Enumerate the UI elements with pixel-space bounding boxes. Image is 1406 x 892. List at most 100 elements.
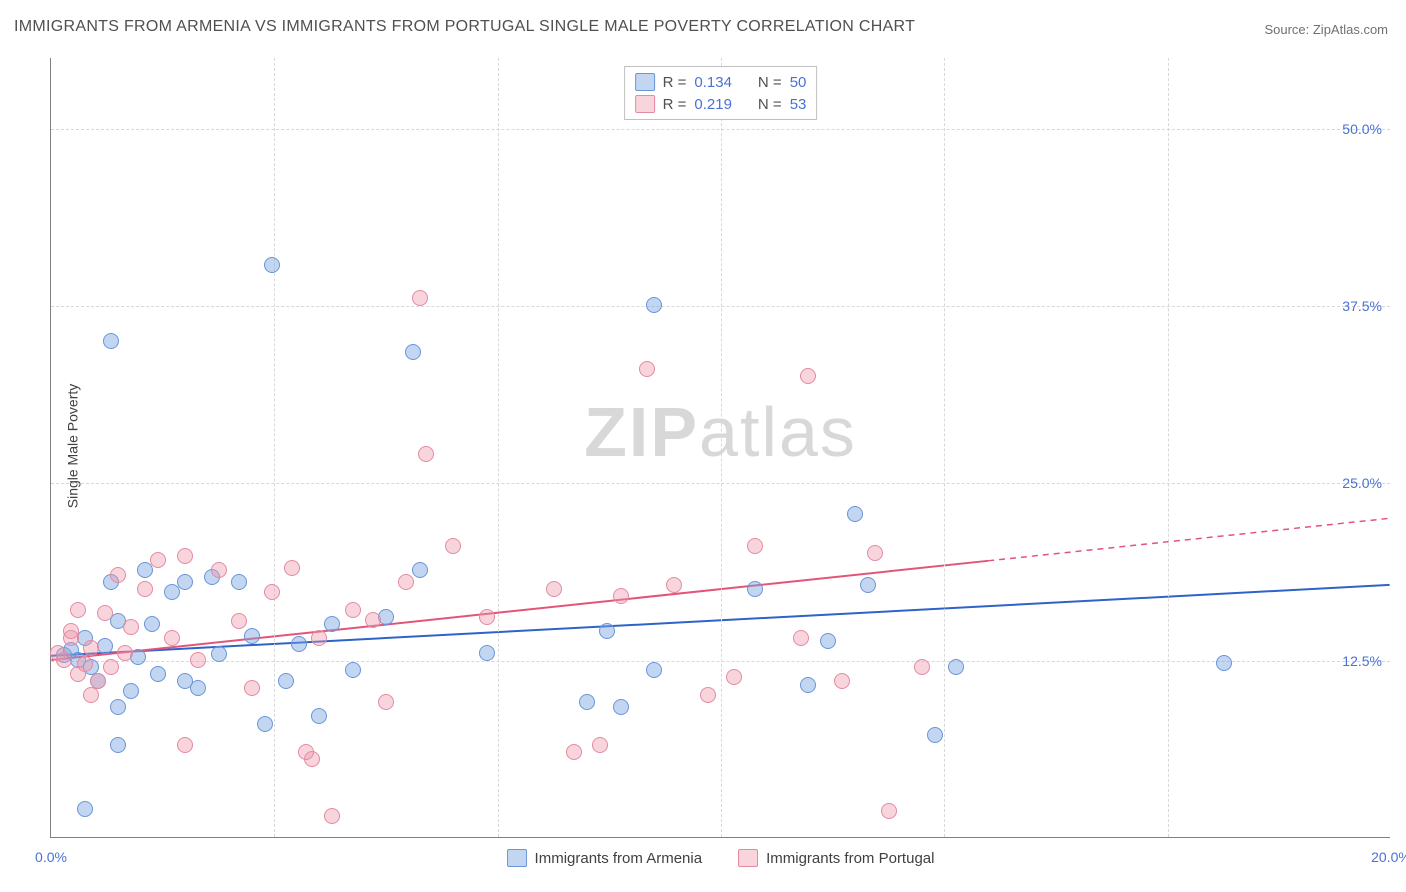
legend-series-item: Immigrants from Armenia	[507, 849, 703, 867]
scatter-point	[137, 581, 153, 597]
legend-series-item: Immigrants from Portugal	[738, 849, 934, 867]
scatter-point	[1216, 655, 1232, 671]
scatter-point	[190, 652, 206, 668]
scatter-point	[747, 581, 763, 597]
scatter-point	[278, 673, 294, 689]
scatter-point	[103, 333, 119, 349]
scatter-point	[264, 584, 280, 600]
legend-series: Immigrants from Armenia Immigrants from P…	[507, 849, 935, 867]
gridline-vertical	[1168, 58, 1169, 837]
scatter-point	[834, 673, 850, 689]
watermark-bold: ZIP	[584, 393, 699, 471]
n-label: N =	[758, 96, 782, 113]
legend-swatch	[635, 95, 655, 113]
legend-stat-row: R = 0.219 N = 53	[635, 93, 807, 115]
scatter-point	[164, 584, 180, 600]
scatter-point	[70, 602, 86, 618]
scatter-point	[479, 609, 495, 625]
scatter-point	[70, 666, 86, 682]
legend-swatch	[507, 849, 527, 867]
x-tick-label: 20.0%	[1371, 849, 1406, 865]
scatter-point	[613, 699, 629, 715]
y-tick-label: 50.0%	[1342, 121, 1382, 137]
scatter-point	[646, 662, 662, 678]
scatter-point	[257, 716, 273, 732]
scatter-point	[150, 666, 166, 682]
n-value: 50	[790, 74, 807, 91]
scatter-point	[666, 577, 682, 593]
scatter-point	[177, 548, 193, 564]
scatter-point	[345, 602, 361, 618]
scatter-point	[311, 708, 327, 724]
scatter-point	[378, 694, 394, 710]
scatter-point	[345, 662, 361, 678]
scatter-point	[579, 694, 595, 710]
scatter-point	[211, 646, 227, 662]
scatter-point	[97, 638, 113, 654]
scatter-point	[110, 737, 126, 753]
scatter-point	[264, 257, 280, 273]
scatter-point	[860, 577, 876, 593]
scatter-point	[83, 640, 99, 656]
scatter-point	[566, 744, 582, 760]
scatter-point	[298, 744, 314, 760]
gridline-vertical	[274, 58, 275, 837]
scatter-point	[378, 609, 394, 625]
scatter-point	[405, 344, 421, 360]
legend-series-label: Immigrants from Armenia	[535, 850, 703, 867]
r-label: R =	[663, 74, 687, 91]
scatter-point	[793, 630, 809, 646]
scatter-point	[123, 683, 139, 699]
scatter-point	[211, 562, 227, 578]
scatter-point	[726, 669, 742, 685]
scatter-point	[412, 562, 428, 578]
plot-area: ZIPatlas R =0.134N =50R =0.219N =53 Immi…	[50, 58, 1390, 838]
scatter-point	[324, 808, 340, 824]
r-value: 0.219	[694, 96, 732, 113]
scatter-point	[418, 446, 434, 462]
n-value: 53	[790, 96, 807, 113]
scatter-point	[948, 659, 964, 675]
scatter-point	[110, 699, 126, 715]
r-label: R =	[663, 96, 687, 113]
scatter-point	[244, 628, 260, 644]
gridline-vertical	[498, 58, 499, 837]
legend-series-label: Immigrants from Portugal	[766, 850, 934, 867]
scatter-point	[445, 538, 461, 554]
scatter-point	[284, 560, 300, 576]
scatter-point	[927, 727, 943, 743]
legend-statistics: R =0.134N =50R =0.219N =53	[624, 66, 818, 120]
correlation-scatter-chart: IMMIGRANTS FROM ARMENIA VS IMMIGRANTS FR…	[0, 0, 1406, 892]
scatter-point	[324, 616, 340, 632]
scatter-point	[177, 574, 193, 590]
scatter-point	[881, 803, 897, 819]
scatter-point	[365, 612, 381, 628]
scatter-point	[177, 673, 193, 689]
scatter-point	[613, 588, 629, 604]
y-tick-label: 37.5%	[1342, 298, 1382, 314]
scatter-point	[599, 623, 615, 639]
scatter-point	[820, 633, 836, 649]
gridline-vertical	[944, 58, 945, 837]
scatter-point	[164, 630, 180, 646]
legend-swatch	[738, 849, 758, 867]
scatter-point	[231, 574, 247, 590]
scatter-point	[56, 652, 72, 668]
scatter-point	[83, 687, 99, 703]
scatter-point	[700, 687, 716, 703]
scatter-point	[150, 552, 166, 568]
chart-title: IMMIGRANTS FROM ARMENIA VS IMMIGRANTS FR…	[14, 18, 915, 36]
x-tick-label: 0.0%	[35, 849, 67, 865]
scatter-point	[77, 801, 93, 817]
scatter-point	[412, 290, 428, 306]
scatter-point	[867, 545, 883, 561]
scatter-point	[646, 297, 662, 313]
scatter-point	[639, 361, 655, 377]
scatter-point	[97, 605, 113, 621]
watermark-rest: atlas	[699, 393, 857, 471]
scatter-point	[144, 616, 160, 632]
scatter-point	[63, 623, 79, 639]
scatter-point	[311, 630, 327, 646]
legend-swatch	[635, 73, 655, 91]
scatter-point	[110, 567, 126, 583]
